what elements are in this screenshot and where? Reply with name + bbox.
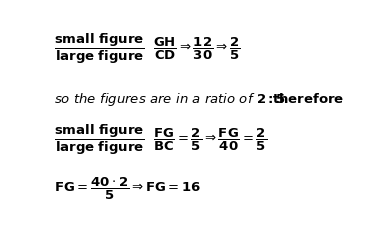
Text: $\mathit{so\ the\ figures\ are\ in\ a\ ratio\ of\ }\mathbf{2:5}$: $\mathit{so\ the\ figures\ are\ in\ a\ r… [54, 90, 286, 107]
Text: $\dfrac{\mathbf{small\ figure}}{\mathbf{large\ figure}}$: $\dfrac{\mathbf{small\ figure}}{\mathbf{… [54, 123, 145, 157]
Text: $\mathbf{therefore}$: $\mathbf{therefore}$ [272, 92, 344, 106]
Text: $\mathbf{FG}=\dfrac{\mathbf{40}\cdot\mathbf{2}}{\mathbf{5}}\Rightarrow\mathbf{FG: $\mathbf{FG}=\dfrac{\mathbf{40}\cdot\mat… [54, 175, 201, 201]
Text: $\dfrac{\mathbf{small\ figure}}{\mathbf{large\ figure}}$: $\dfrac{\mathbf{small\ figure}}{\mathbf{… [54, 32, 145, 66]
Text: $\dfrac{\mathbf{GH}}{\mathbf{CD}}\Rightarrow\dfrac{\mathbf{12}}{\mathbf{30}}\Rig: $\dfrac{\mathbf{GH}}{\mathbf{CD}}\Righta… [153, 36, 241, 62]
Text: $\dfrac{\mathbf{FG}}{\mathbf{BC}}=\dfrac{\mathbf{2}}{\mathbf{5}}\Rightarrow\dfra: $\dfrac{\mathbf{FG}}{\mathbf{BC}}=\dfrac… [153, 127, 267, 153]
